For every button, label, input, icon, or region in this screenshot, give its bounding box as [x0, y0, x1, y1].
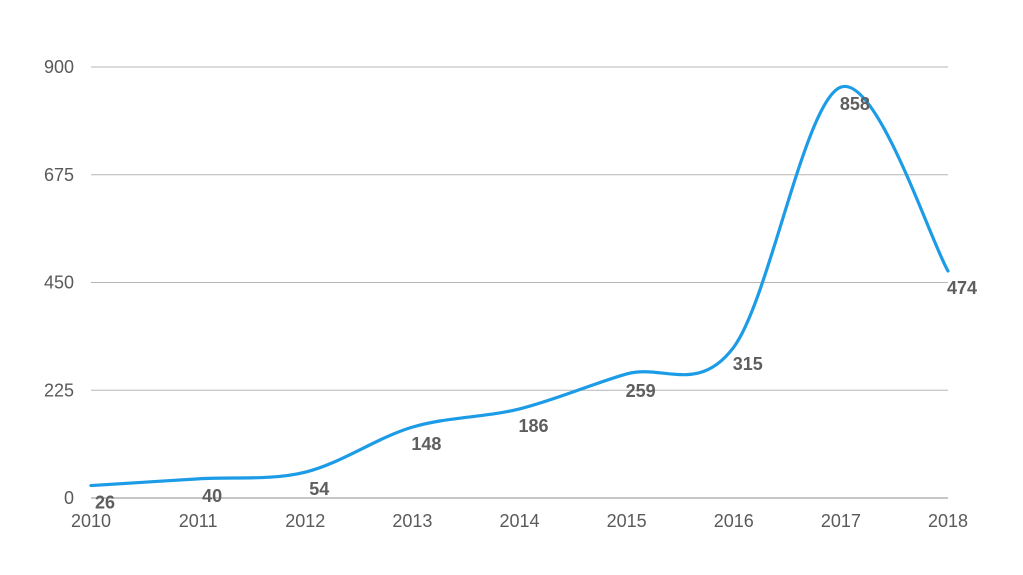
x-tick-label: 2016 — [714, 511, 754, 531]
x-tick-label: 2011 — [179, 511, 218, 531]
y-axis-ticks: 0 225 450 675 900 — [44, 57, 74, 508]
y-tick-label: 0 — [64, 488, 74, 508]
data-label: 54 — [309, 479, 329, 499]
x-tick-label: 2017 — [821, 511, 861, 531]
x-tick-label: 2013 — [392, 511, 432, 531]
data-label: 26 — [95, 493, 115, 513]
data-label: 259 — [626, 381, 656, 401]
data-label: 186 — [518, 416, 548, 436]
x-axis-ticks: 2010 2011 2012 2013 2014 2015 2016 2017 2018 — [71, 511, 968, 531]
y-tick-label: 225 — [44, 380, 74, 400]
y-tick-label: 450 — [44, 273, 74, 293]
data-label: 315 — [733, 354, 763, 374]
x-tick-label: 2010 — [71, 511, 111, 531]
y-tick-label: 900 — [44, 57, 74, 77]
gridlines — [91, 66, 948, 499]
y-tick-label: 675 — [44, 165, 74, 185]
data-label: 148 — [411, 434, 441, 454]
x-tick-label: 2012 — [285, 511, 325, 531]
series-line — [89, 85, 950, 488]
data-label: 858 — [840, 94, 870, 114]
x-tick-label: 2015 — [607, 511, 647, 531]
data-label: 474 — [947, 278, 977, 298]
data-label: 40 — [202, 486, 222, 506]
x-tick-label: 2014 — [499, 511, 539, 531]
x-tick-label: 2018 — [928, 511, 968, 531]
series-layer — [89, 85, 950, 488]
data-labels: 26 40 54 148 186 259 315 858 474 — [95, 94, 977, 512]
